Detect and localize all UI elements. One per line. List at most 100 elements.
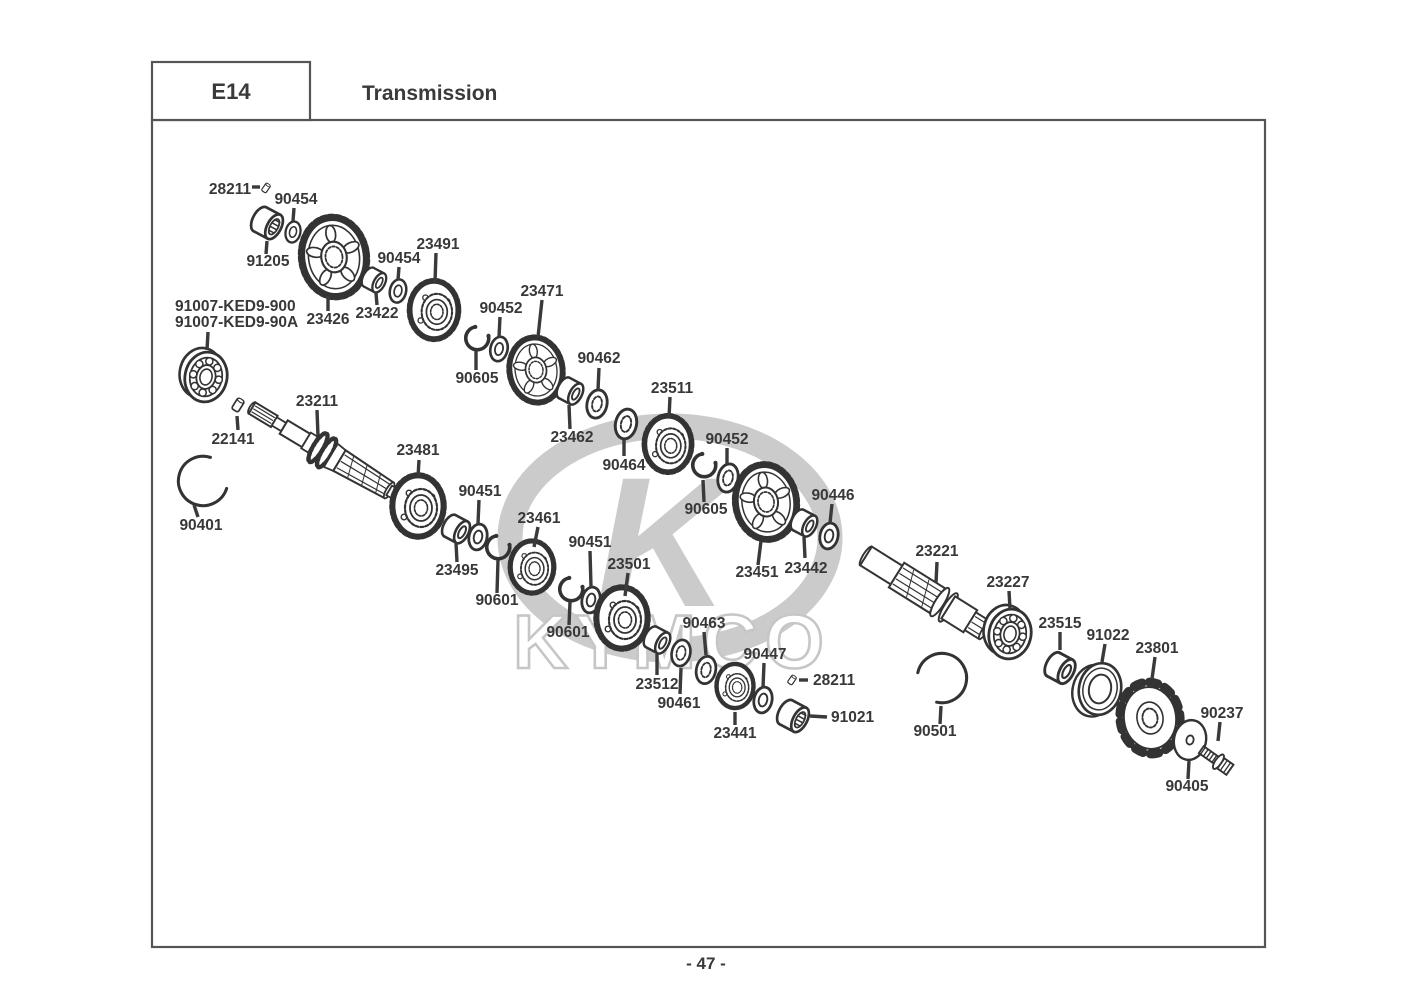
pin-28211-top xyxy=(260,181,272,194)
part-label-23501: 23501 xyxy=(607,556,650,573)
part-label-23221: 23221 xyxy=(915,543,958,560)
leader-23227 xyxy=(1007,590,1012,610)
leader-23462 xyxy=(567,404,572,430)
part-label-91007-line1: 91007-KED9-900 xyxy=(175,298,296,315)
part-label-23461: 23461 xyxy=(517,510,560,527)
needle-bearing-91021 xyxy=(772,695,814,737)
part-label-90501: 90501 xyxy=(913,723,956,740)
leader-90462 xyxy=(596,367,601,391)
leader-23801 xyxy=(1150,656,1157,680)
ball-bearing-23227 xyxy=(976,599,1038,665)
leader-90446 xyxy=(828,503,834,524)
part-label-90446: 90446 xyxy=(811,487,854,504)
gear-23461 xyxy=(510,541,554,594)
part-label-91007-line2: 91007-KED9-90A xyxy=(175,314,298,331)
part-label-91205: 91205 xyxy=(246,253,289,270)
gear-23491 xyxy=(409,281,458,340)
ball-bearing-91007 xyxy=(172,342,234,408)
leader-23211 xyxy=(315,409,320,437)
leader-91205 xyxy=(264,240,269,255)
spline-washer-90462 xyxy=(582,386,612,422)
washer-90454-top xyxy=(282,218,304,246)
hub-gear-23511 xyxy=(644,415,692,472)
part-label-91022: 91022 xyxy=(1086,627,1129,644)
gear-23426 xyxy=(296,213,372,302)
part-drawings xyxy=(171,181,1236,778)
part-label-23481: 23481 xyxy=(396,442,439,459)
part-label-90452-mid: 90452 xyxy=(705,431,748,448)
leader-90461 xyxy=(678,667,683,695)
part-label-23462: 23462 xyxy=(550,429,593,446)
part-label-90401: 90401 xyxy=(179,517,222,534)
part-label-90451-a: 90451 xyxy=(458,483,501,500)
part-label-90462: 90462 xyxy=(577,350,620,367)
snap-ring-90401 xyxy=(171,450,232,513)
leader-22141 xyxy=(235,415,240,431)
leader-90454-mid xyxy=(396,266,401,281)
pin-22141 xyxy=(230,396,246,414)
diagram-border xyxy=(150,118,1267,949)
part-label-90454-mid: 90454 xyxy=(377,250,420,267)
needle-bearing-91205 xyxy=(246,202,288,244)
leader-23442 xyxy=(802,536,807,559)
part-label-23442: 23442 xyxy=(784,560,827,577)
washer-90452-top xyxy=(486,333,512,365)
leader-23451 xyxy=(756,540,763,566)
part-label-23451: 23451 xyxy=(735,564,778,581)
part-label-23426: 23426 xyxy=(306,311,349,328)
leader-90405 xyxy=(1186,760,1191,780)
leader-23481 xyxy=(416,459,421,478)
leader-23495 xyxy=(454,542,459,563)
part-label-23441: 23441 xyxy=(713,725,756,742)
part-label-90605-mid: 90605 xyxy=(684,501,727,518)
part-label-28211-bottom: 28211 xyxy=(813,672,856,689)
leader-91007 xyxy=(205,331,210,351)
part-label-22141: 22141 xyxy=(211,431,254,448)
part-label-90454-top: 90454 xyxy=(274,191,317,208)
part-label-23211: 23211 xyxy=(296,393,339,410)
leader-23491 xyxy=(433,252,438,283)
leader-23471 xyxy=(536,299,544,338)
gear-23501 xyxy=(596,587,648,649)
leader-23221 xyxy=(934,561,939,584)
leader-23501 xyxy=(623,572,630,597)
gear-23441 xyxy=(714,661,756,711)
part-label-28211-top: 28211 xyxy=(209,181,252,198)
part-label-23512: 23512 xyxy=(635,676,678,693)
leader-90451-b xyxy=(588,550,593,588)
leader-90447 xyxy=(761,662,766,689)
leader-91021 xyxy=(809,714,828,719)
circlip-90605-top xyxy=(461,321,495,354)
leader-90601-b xyxy=(567,601,572,626)
washer-90405 xyxy=(1172,718,1208,762)
part-label-90601-a: 90601 xyxy=(475,592,518,609)
leader-90454-top xyxy=(291,207,296,222)
part-label-90452-top: 90452 xyxy=(479,300,522,317)
leader-90452-top xyxy=(497,316,502,338)
part-label-23422: 23422 xyxy=(355,305,398,322)
part-label-90464: 90464 xyxy=(602,457,645,474)
leader-90501 xyxy=(938,705,943,725)
bolt-90237 xyxy=(1195,741,1236,778)
part-label-90447: 90447 xyxy=(743,646,786,663)
leader-23422 xyxy=(374,292,379,306)
leader-90237 xyxy=(1216,721,1222,742)
part-label-23515: 23515 xyxy=(1038,615,1081,632)
kymco-watermark-text: KYMCO xyxy=(513,600,831,685)
part-label-23801: 23801 xyxy=(1135,640,1178,657)
part-label-23227: 23227 xyxy=(986,574,1029,591)
part-label-90237: 90237 xyxy=(1200,705,1243,722)
leader-91022 xyxy=(1100,643,1107,663)
leader-90463 xyxy=(702,631,708,656)
leader-23511 xyxy=(667,396,672,419)
part-label-90405: 90405 xyxy=(1165,778,1208,795)
leader-23461 xyxy=(532,526,540,548)
part-label-23491: 23491 xyxy=(416,236,459,253)
page-title: Transmission xyxy=(362,82,497,105)
leader-90601-a xyxy=(495,559,500,594)
part-label-90463: 90463 xyxy=(682,615,725,632)
page-frame: E14 Transmission - 47 - xyxy=(150,60,1267,973)
leader-90605-mid xyxy=(701,479,706,503)
bushing-23515 xyxy=(1039,648,1081,688)
